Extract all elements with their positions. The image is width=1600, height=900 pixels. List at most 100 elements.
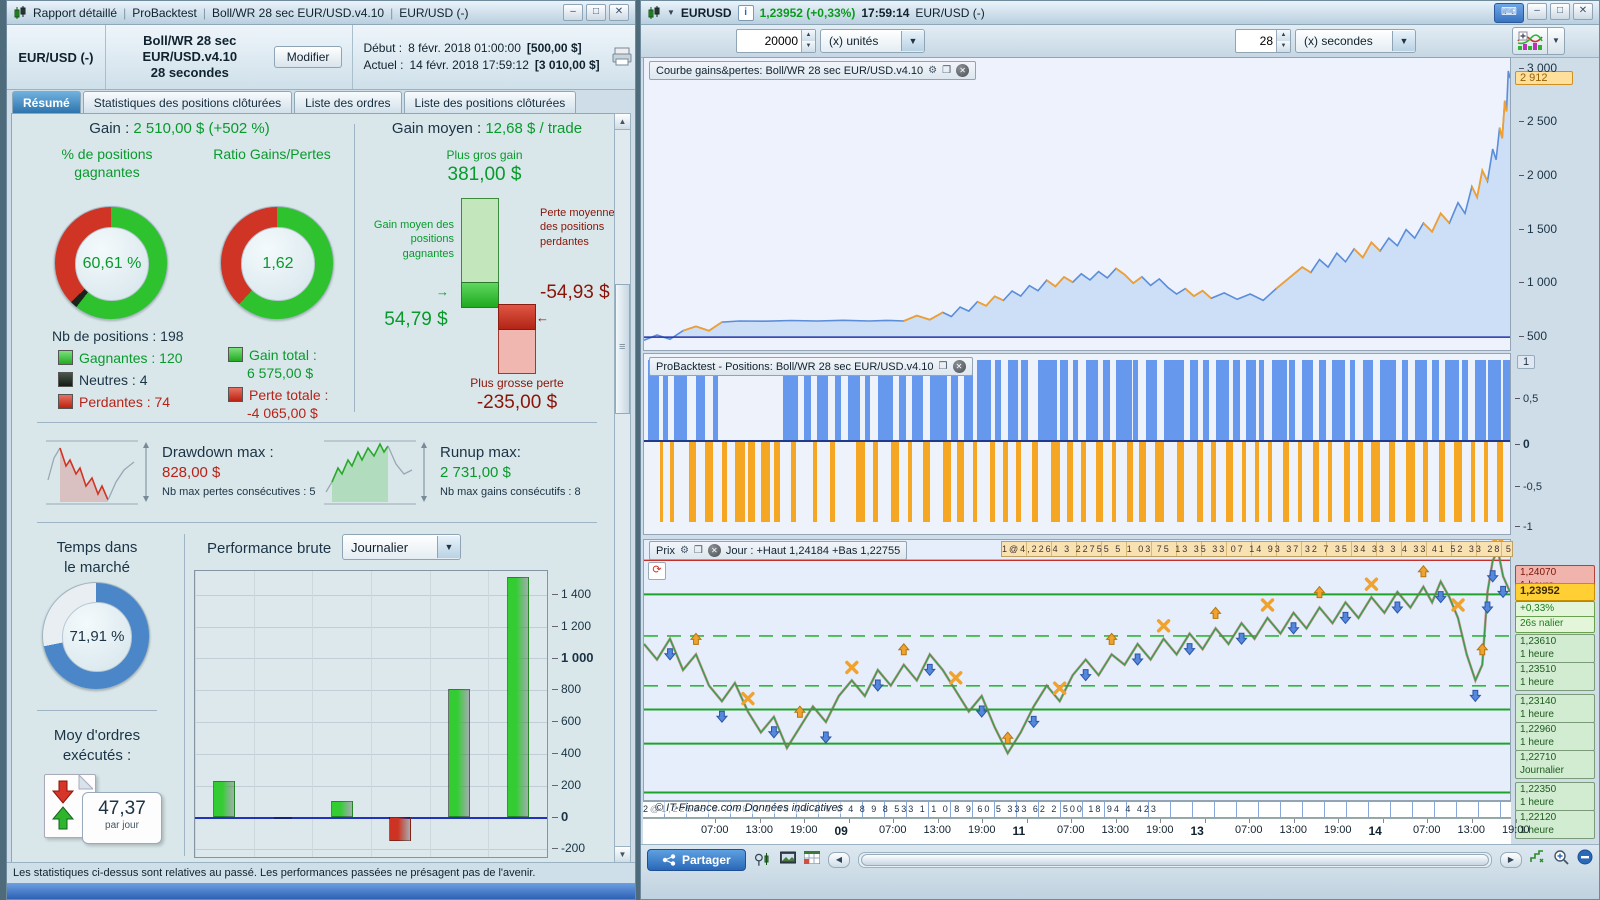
buy-arrow-icon xyxy=(767,726,780,739)
chart-titlebar[interactable]: ▼ EURUSD i 1,23952 (+0,33%) 17:59:14 EUR… xyxy=(641,1,1599,25)
modify-button[interactable]: Modifier xyxy=(273,46,343,68)
keyboard-icon[interactable]: ⌨ xyxy=(1494,2,1524,23)
zoom-in-icon[interactable] xyxy=(1553,849,1569,870)
long-position-bar xyxy=(1414,360,1427,440)
plus-grosse-perte-value: -235,00 $ xyxy=(476,392,558,413)
buy-arrow-icon xyxy=(1497,585,1510,599)
period-spin-up[interactable]: ▲ xyxy=(1277,30,1290,41)
time-tick xyxy=(848,819,850,823)
strategy-name: Boll/WR 28 sec EUR/USD.v4.10 xyxy=(142,32,238,64)
time-axis[interactable]: 07:00 13:00 19:00 09 07:00 13:00 19:00 11 07:00 1… xyxy=(643,818,1530,845)
buy-arrow-icon xyxy=(1434,591,1447,604)
perf-vgridline xyxy=(195,571,196,857)
scroll-down-arrow[interactable]: ▼ xyxy=(615,846,630,862)
symbol-dropdown-arrow[interactable]: ▼ xyxy=(667,8,675,17)
window-icon[interactable]: ❒ xyxy=(693,545,703,556)
perf-chart[interactable] xyxy=(194,570,548,858)
report-titlebar[interactable]: Rapport détaillé | ProBacktest | Boll/WR 2… xyxy=(7,1,635,25)
short-position-bar xyxy=(721,442,728,522)
price-tag-value: 1,23510 xyxy=(1520,664,1557,675)
period-input[interactable]: ▲▼ xyxy=(1235,29,1291,53)
time-tick xyxy=(759,819,761,823)
close-button[interactable]: ✕ xyxy=(1573,2,1593,20)
share-button[interactable]: Partager xyxy=(647,849,746,871)
short-position-bar xyxy=(1225,442,1233,522)
export-table-icon[interactable] xyxy=(803,849,821,869)
ratio-donut: 1,62 xyxy=(220,206,334,320)
period-spin-down[interactable]: ▼ xyxy=(1277,41,1290,52)
report-scrollbar[interactable]: ▲ ▼ xyxy=(614,113,631,863)
close-icon[interactable]: ✕ xyxy=(956,64,970,77)
long-position-bar xyxy=(1115,360,1132,440)
tab-resume[interactable]: Résumé xyxy=(12,91,81,113)
winners-label: Gagnantes : 120 xyxy=(79,350,183,366)
minimize-button[interactable]: – xyxy=(1527,2,1547,20)
short-position-bar xyxy=(873,442,878,522)
gain-moyen-value: 12,68 $ / trade xyxy=(485,120,583,137)
losers-swatch xyxy=(58,394,73,409)
long-position-bar xyxy=(1085,360,1098,440)
long-position-bar xyxy=(877,360,894,440)
report-tabs: Résumé Statistiques des positions clôtur… xyxy=(12,89,633,113)
refresh-icon[interactable]: ⟳ xyxy=(648,562,666,580)
search-instrument-icon[interactable]: ⚲ xyxy=(754,849,772,869)
buy-arrow-icon xyxy=(1027,715,1040,729)
price-panel[interactable]: ⟳ xyxy=(643,539,1511,801)
report-title-seg-0: Rapport détaillé xyxy=(33,5,118,20)
close-icon[interactable]: ✕ xyxy=(952,360,966,373)
time-tick xyxy=(893,819,894,823)
window-icon[interactable]: ❒ xyxy=(942,65,952,76)
wrench-icon[interactable]: ⚙ xyxy=(679,545,689,556)
maximize-button[interactable]: □ xyxy=(586,4,606,21)
minimize-button[interactable]: – xyxy=(563,4,583,21)
close-position-x-icon xyxy=(1364,577,1379,591)
scroll-thumb[interactable] xyxy=(615,284,630,414)
gains-curve-panel[interactable] xyxy=(643,57,1511,351)
tab-liste-positions[interactable]: Liste des positions clôturées xyxy=(403,91,577,113)
units-input[interactable]: ▲▼ xyxy=(736,29,816,53)
tab-stats-positions[interactable]: Statistiques des positions clôturées xyxy=(82,91,293,113)
units-type-dropdown[interactable]: (x) unités ▼ xyxy=(820,29,925,53)
tab-liste-ordres[interactable]: Liste des ordres xyxy=(294,91,402,113)
screenshot-icon[interactable] xyxy=(779,849,797,869)
long-position-bar xyxy=(1289,360,1296,440)
maximize-button[interactable]: □ xyxy=(1550,2,1570,20)
price-tag-timeframe: 1 heure xyxy=(1520,708,1554,720)
timeframe-dropdown[interactable]: (x) secondes ▼ xyxy=(1295,29,1416,53)
chart-shape xyxy=(60,448,108,502)
avg-loss-bar-solid xyxy=(498,304,536,330)
chart-shape xyxy=(143,442,149,502)
window-icon[interactable]: ❒ xyxy=(938,361,948,372)
short-position-bar xyxy=(856,442,865,522)
long-position-bar xyxy=(1202,360,1209,440)
zoom-out-icon[interactable] xyxy=(1577,849,1593,870)
positions-panel[interactable] xyxy=(643,353,1511,535)
scroll-left-arrow[interactable]: ◀ xyxy=(827,852,850,868)
horizontal-scrollbar[interactable] xyxy=(857,852,1492,868)
perf-period-dropdown[interactable]: Journalier ▼ xyxy=(342,534,461,560)
units-spin-down[interactable]: ▼ xyxy=(802,41,815,52)
close-button[interactable]: ✕ xyxy=(609,4,629,21)
short-position-bar xyxy=(942,442,952,522)
short-position-bar xyxy=(890,442,900,522)
scroll-up-arrow[interactable]: ▲ xyxy=(615,114,630,130)
hscroll-thumb[interactable] xyxy=(860,854,1489,866)
units-spin-up[interactable]: ▲ xyxy=(802,30,815,41)
close-icon[interactable]: ✕ xyxy=(707,544,721,557)
price-axis-tag: 1,23952 xyxy=(1515,583,1595,601)
price-axis-tag: 1,23140 1 heure xyxy=(1515,694,1595,723)
units-value-field[interactable] xyxy=(737,30,801,52)
perf-ytick: 400 xyxy=(552,746,581,760)
step-chart-icon[interactable] xyxy=(1530,849,1545,869)
scroll-right-arrow[interactable]: ▶ xyxy=(1500,852,1522,868)
sell-arrow-icon xyxy=(1001,731,1014,744)
long-position-bar xyxy=(782,360,799,440)
info-icon[interactable]: i xyxy=(737,4,754,21)
print-button[interactable] xyxy=(610,25,635,89)
share-label: Partager xyxy=(682,853,731,867)
period-value-field[interactable] xyxy=(1236,30,1276,52)
wrench-icon[interactable]: ⚙ xyxy=(928,65,938,76)
time-label-day: 13 xyxy=(1190,824,1204,838)
price-axis: 1,24070 1 heure 1,23952 +0,33% 26s nalier 1,2… xyxy=(1515,539,1599,839)
add-indicator-button[interactable]: ▼ xyxy=(1512,27,1565,55)
